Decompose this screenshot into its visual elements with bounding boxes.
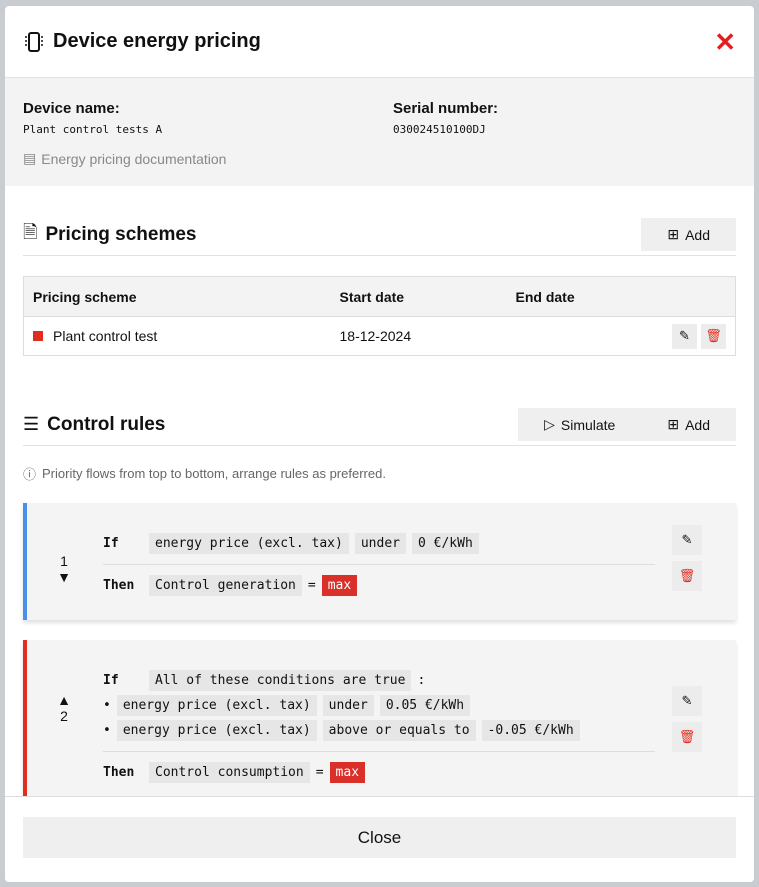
add-pricing-scheme-button[interactable]: ⊞ Add (641, 218, 736, 251)
start-date: 18-12-2024 (339, 328, 412, 344)
delete-rule-button[interactable]: 🗑 (672, 722, 702, 752)
serial-number-label: Serial number: (393, 100, 499, 117)
trash-icon: 🗑 (705, 328, 722, 343)
rule-priority: 1 ▼ (57, 553, 71, 585)
device-info: Device name: Plant control tests A Seria… (5, 78, 754, 186)
dialog-header: Device energy pricing ✕ (5, 6, 754, 78)
book-icon: ▤ (23, 150, 37, 166)
rule-number: 1 (60, 553, 68, 569)
device-name: Plant control tests A (23, 123, 163, 136)
condition-group: All of these conditions are true (149, 670, 412, 691)
end-date (507, 317, 615, 356)
move-down-icon[interactable]: ▼ (57, 569, 71, 585)
dialog-title: Device energy pricing (53, 30, 261, 52)
info-icon: ⓘ (23, 467, 37, 482)
scheme-color-swatch (33, 331, 43, 341)
device-name-label: Device name: (23, 100, 120, 117)
chip-icon (25, 31, 43, 52)
add-label: Add (685, 226, 710, 243)
serial-number: 030024510100DJ (393, 123, 486, 136)
condition-value: 0 €/kWh (411, 533, 479, 554)
device-energy-pricing-dialog: Device energy pricing ✕ Device name: Pla… (5, 6, 754, 882)
dialog-footer: Close (5, 796, 754, 882)
close-icon[interactable]: ✕ (714, 26, 736, 57)
condition-variable: energy price (excl. tax) (149, 533, 349, 554)
scheme-name: Plant control test (53, 328, 158, 344)
control-rule: 1 ▼ If energy price (excl. tax) under 0 €/kW… (23, 503, 736, 620)
priority-note-text: Priority flows from top to bottom, arran… (42, 466, 386, 481)
simulate-button[interactable]: ▷ Simulate (518, 408, 642, 441)
then-keyword: Then (103, 578, 135, 593)
trash-icon: 🗑 (678, 568, 696, 583)
control-rules-title: Control rules (47, 413, 166, 435)
equals-sign: = (315, 765, 324, 780)
documentation-link-label: Energy pricing documentation (41, 150, 227, 167)
action-value: max (329, 762, 366, 783)
column-header: Start date (330, 276, 507, 317)
column-header: End date (506, 276, 615, 317)
edit-scheme-button[interactable]: ✎ (672, 323, 697, 349)
equals-sign: = (307, 578, 316, 593)
action-value: max (321, 575, 358, 596)
pencil-icon: ✎ (679, 328, 690, 343)
rule-priority: ▲ 2 (57, 692, 71, 724)
plus-square-icon: ⊞ (667, 226, 680, 242)
colon: : (417, 673, 426, 688)
delete-scheme-button[interactable]: 🗑 (701, 323, 726, 349)
add-rule-button[interactable]: ⊞ Add (641, 408, 736, 441)
control-rules-header: ☰ Control rules ▷ Simulate ⊞ Add (23, 406, 736, 446)
condition-value: 0.05 €/kWh (379, 695, 471, 716)
pencil-icon: ✎ (681, 693, 693, 708)
if-keyword: If (103, 536, 119, 551)
delete-rule-button[interactable]: 🗑 (672, 561, 702, 591)
pricing-schemes-table: Pricing scheme Start date End date Plant c… (23, 276, 736, 356)
condition-value: -0.05 €/kWh (481, 720, 580, 741)
pencil-icon: ✎ (681, 532, 693, 547)
simulate-label: Simulate (560, 416, 616, 433)
move-up-icon[interactable]: ▲ (57, 692, 71, 708)
if-keyword: If (103, 673, 119, 688)
condition-variable: energy price (excl. tax) (116, 720, 317, 741)
condition-operator: under (322, 695, 374, 716)
pricing-schemes-title: Pricing schemes (45, 223, 197, 245)
condition-variable: energy price (excl. tax) (116, 695, 317, 716)
sliders-icon: ☰ (23, 414, 40, 434)
then-keyword: Then (103, 765, 135, 780)
close-button[interactable]: Close (23, 817, 736, 858)
table-row: Plant control test 18-12-2024 ✎ 🗑 (24, 317, 736, 356)
control-rule: ▲ 2 If All of these conditions are true: •… (23, 640, 736, 796)
priority-note: ⓘ Priority flows from top to bottom, arra… (23, 464, 736, 483)
plus-square-icon: ⊞ (667, 416, 680, 432)
pricing-document-icon: 🗎 (23, 221, 38, 242)
condition-operator: under (354, 533, 406, 554)
rule-number: 2 (60, 708, 68, 724)
documentation-link[interactable]: ▤ Energy pricing documentation (23, 150, 226, 167)
action-target: Control consumption (149, 762, 310, 783)
play-icon: ▷ (544, 416, 555, 432)
trash-icon: 🗑 (678, 729, 696, 744)
edit-rule-button[interactable]: ✎ (672, 525, 702, 555)
add-label: Add (685, 416, 710, 433)
condition-operator: above or equals to (322, 720, 476, 741)
edit-rule-button[interactable]: ✎ (672, 686, 702, 716)
dialog-body: 🗎 Pricing schemes ⊞ Add Pricing scheme Sta… (5, 186, 754, 796)
pricing-schemes-header: 🗎 Pricing schemes ⊞ Add (23, 216, 736, 256)
action-target: Control generation (149, 575, 302, 596)
column-header: Pricing scheme (23, 276, 331, 317)
